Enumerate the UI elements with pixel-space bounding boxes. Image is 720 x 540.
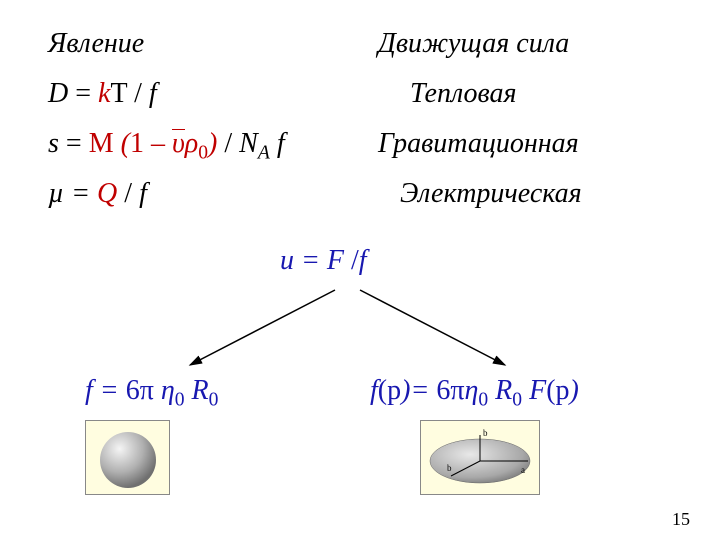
header-driving-force-text: Движущая сила bbox=[378, 28, 569, 59]
rf-F: F bbox=[529, 375, 546, 406]
rf-f: f bbox=[370, 375, 378, 406]
grav-M: M bbox=[89, 128, 121, 159]
formula-right-stokes: f(p)= 6πη0 R0 F(p) bbox=[370, 375, 579, 412]
lf-f: f bbox=[85, 375, 93, 406]
header-phenomenon-text: Явление bbox=[48, 28, 144, 59]
center-F: F bbox=[327, 245, 344, 276]
rf-p: p bbox=[387, 375, 401, 406]
thermal-eq: = bbox=[68, 78, 98, 109]
ellipse-a-label: a bbox=[521, 465, 525, 475]
force-thermal: Тепловая bbox=[410, 78, 517, 110]
rf-pi: π bbox=[450, 375, 464, 406]
lf-R: R bbox=[192, 375, 209, 406]
grav-s: s bbox=[48, 128, 59, 159]
center-eq: = bbox=[294, 245, 327, 276]
force-grav-text: Гравитационная bbox=[378, 128, 579, 159]
grav-over: / bbox=[217, 128, 239, 159]
sphere-icon bbox=[93, 423, 163, 493]
formula-thermal: D = kT / f bbox=[48, 78, 157, 110]
grav-paren-open: ( bbox=[121, 128, 130, 159]
thermal-D: D bbox=[48, 78, 68, 109]
force-elec-text: Электрическая bbox=[400, 178, 582, 209]
page-number-text: 15 bbox=[672, 509, 690, 529]
force-gravitational: Гравитационная bbox=[378, 128, 579, 160]
sphere-figure bbox=[85, 420, 170, 495]
rf-R-sub: 0 bbox=[512, 390, 522, 411]
thermal-k: k bbox=[98, 78, 110, 109]
ellipsoid-icon: a b b bbox=[421, 421, 539, 494]
header-phenomenon: Явление bbox=[48, 28, 144, 60]
rf-p2: p bbox=[556, 375, 570, 406]
lf-eq: = bbox=[93, 375, 126, 406]
lf-sp bbox=[185, 375, 192, 406]
center-u: u bbox=[280, 245, 294, 276]
arrows-svg bbox=[160, 280, 530, 380]
rf-p2c: ) bbox=[570, 375, 579, 406]
formula-electric: µ = Q / f bbox=[48, 178, 147, 210]
page-number: 15 bbox=[672, 509, 690, 530]
elec-Q: Q bbox=[97, 178, 117, 209]
thermal-f: f bbox=[149, 78, 157, 109]
center-f: f bbox=[359, 245, 367, 276]
ellipsoid-figure: a b b bbox=[420, 420, 540, 495]
lf-eta: η bbox=[161, 375, 175, 406]
grav-rho: ρ bbox=[185, 128, 198, 159]
arrow-right bbox=[360, 290, 505, 365]
grav-eq: = bbox=[59, 128, 89, 159]
rf-eta-sub: 0 bbox=[478, 390, 488, 411]
rf-six: 6 bbox=[436, 375, 450, 406]
grav-paren-close: ) bbox=[208, 128, 217, 159]
grav-rho-sub: 0 bbox=[198, 143, 208, 164]
lf-pi: π bbox=[140, 375, 161, 406]
grav-N-sub: A bbox=[258, 143, 270, 164]
force-electric: Электрическая bbox=[400, 178, 582, 210]
elec-eq: = bbox=[64, 178, 97, 209]
rf-p2o: ( bbox=[546, 375, 555, 406]
grav-vbar: υ bbox=[172, 128, 185, 160]
arrow-left bbox=[190, 290, 335, 365]
thermal-T-over: T / bbox=[110, 78, 148, 109]
rf-R: R bbox=[495, 375, 512, 406]
rf-eq: = bbox=[410, 375, 436, 406]
rf-eta: η bbox=[464, 375, 478, 406]
formula-center: u = F /f bbox=[280, 245, 367, 277]
ellipse-b2-label: b bbox=[447, 463, 452, 473]
elec-over: / bbox=[117, 178, 139, 209]
elec-f: f bbox=[139, 178, 147, 209]
center-slash: / bbox=[344, 245, 359, 276]
rf-po: ( bbox=[378, 375, 387, 406]
elec-mu: µ bbox=[48, 178, 64, 209]
lf-R-sub: 0 bbox=[209, 390, 219, 411]
grav-N: N bbox=[239, 128, 258, 159]
formula-gravitational: s = M (1 – υρ0) / NA f bbox=[48, 128, 285, 165]
lf-six: 6 bbox=[126, 375, 140, 406]
ellipse-b-label: b bbox=[483, 428, 488, 438]
force-thermal-text: Тепловая bbox=[410, 78, 517, 109]
formula-left-stokes: f = 6π η0 R0 bbox=[85, 375, 218, 412]
header-driving-force: Движущая сила bbox=[378, 28, 569, 60]
grav-one-minus: 1 – bbox=[130, 128, 172, 159]
lf-eta-sub: 0 bbox=[175, 390, 185, 411]
grav-f: f bbox=[270, 128, 285, 159]
